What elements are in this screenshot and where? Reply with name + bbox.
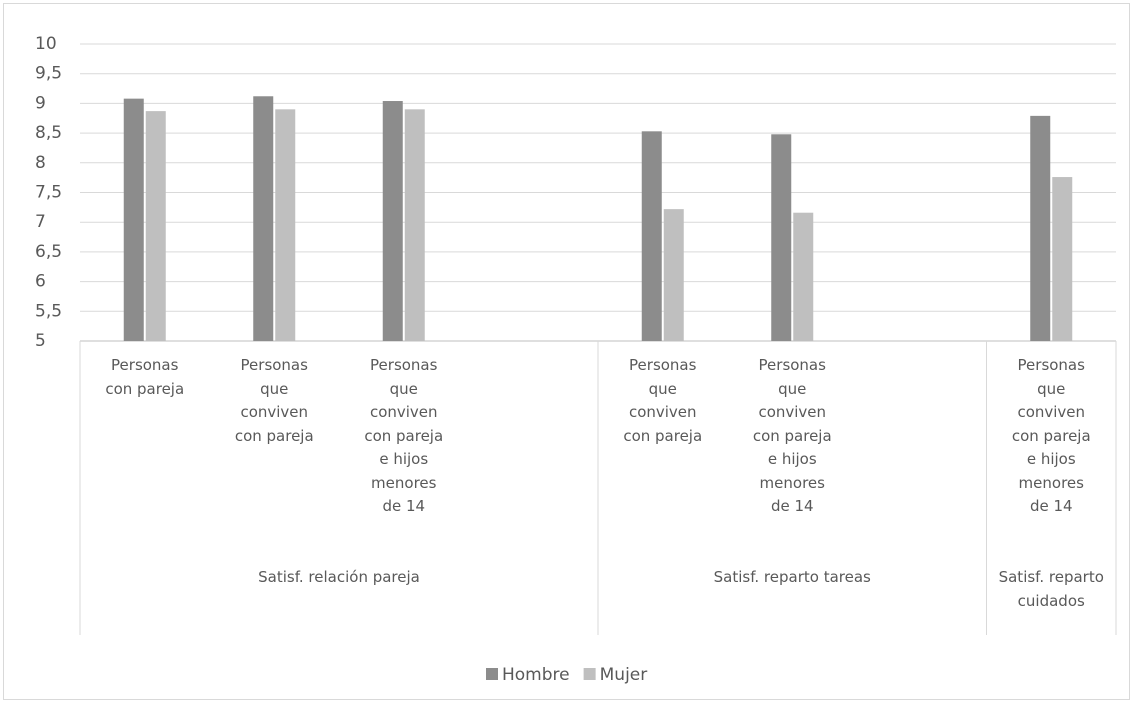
legend-swatch — [486, 668, 498, 680]
bar — [253, 96, 274, 341]
bar — [123, 98, 144, 341]
x-tick-label: Personas que conviven con pareja e hijos… — [1011, 356, 1091, 515]
bar — [382, 101, 403, 341]
bar — [145, 111, 166, 341]
bar — [404, 109, 425, 341]
y-tick-label: 9,5 — [35, 64, 62, 84]
x-tick-label: Personas que conviven con pareja e hijos… — [364, 356, 444, 515]
x-tick-label: Personas que conviven con pareja — [234, 356, 314, 445]
y-tick-label: 8 — [35, 153, 46, 173]
y-tick-label: 5 — [35, 331, 46, 351]
bar — [275, 109, 296, 341]
group-label: Satisf. reparto cuidados — [998, 568, 1104, 610]
chart-border — [3, 3, 1130, 700]
legend-label: Mujer — [600, 665, 648, 685]
y-tick-label: 9 — [35, 93, 46, 113]
x-tick-label: Personas con pareja — [105, 356, 185, 398]
y-tick-label: 6,5 — [35, 242, 62, 262]
group-label: Satisf. reparto tareas — [713, 568, 871, 586]
y-tick-label: 8,5 — [35, 123, 62, 143]
y-tick-label: 10 — [35, 34, 57, 54]
x-tick-label: Personas que conviven con pareja e hijos… — [752, 356, 832, 515]
y-tick-label: 5,5 — [35, 301, 62, 321]
bar — [663, 209, 684, 341]
group-label: Satisf. relación pareja — [258, 568, 420, 586]
bar — [771, 134, 792, 341]
legend-swatch — [583, 668, 596, 680]
y-tick-label: 7,5 — [35, 183, 62, 203]
y-tick-label: 7 — [35, 212, 46, 232]
bar — [1030, 115, 1051, 342]
y-tick-label: 6 — [35, 272, 46, 292]
legend-label: Hombre — [502, 665, 570, 685]
bar — [641, 131, 662, 341]
bar — [1052, 177, 1073, 341]
bar — [793, 212, 814, 341]
x-tick-label: Personas que conviven con pareja — [623, 356, 703, 445]
